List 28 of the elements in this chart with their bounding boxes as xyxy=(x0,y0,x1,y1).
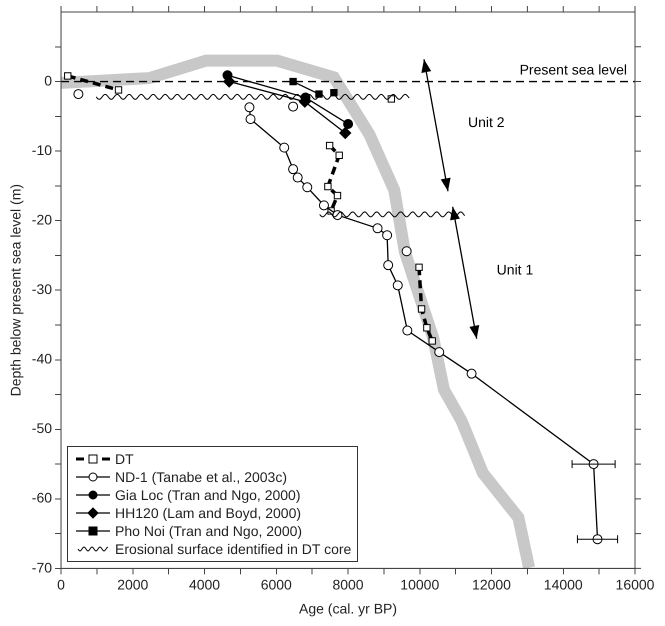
y-axis-title: Depth below present sea level (m) xyxy=(7,184,24,396)
x-tick-label: 2000 xyxy=(117,576,149,593)
annotation: Unit 1 xyxy=(496,262,534,278)
x-tick-label: 16000 xyxy=(616,576,655,593)
y-tick-label: -20 xyxy=(32,212,52,228)
y-tick-label: -10 xyxy=(32,142,52,158)
y-tick-label: -30 xyxy=(32,281,52,298)
y-tick-label: -70 xyxy=(32,559,52,576)
legend-label: Gia Loc (Tran and Ngo, 2000) xyxy=(115,486,301,504)
legend-label: HH120 (Lam and Boyd, 2000) xyxy=(115,504,302,522)
legend-label: ND-1 (Tanabe et al., 2003c) xyxy=(115,468,288,486)
x-axis-title: Age (cal. yr BP) xyxy=(299,600,398,616)
y-tick-label: -40 xyxy=(32,350,52,367)
x-tick-label: 10000 xyxy=(400,576,440,593)
legend-label: Erosional surface identified in DT core xyxy=(115,540,352,558)
annotation: Unit 2 xyxy=(468,114,505,130)
x-tick-label: 4000 xyxy=(188,576,220,593)
y-tick-label: -60 xyxy=(32,490,52,506)
y-tick-label: -50 xyxy=(32,420,52,436)
x-tick-label: 12000 xyxy=(472,576,512,593)
legend-label: DT xyxy=(115,450,134,468)
x-tick-label: 8000 xyxy=(332,576,364,593)
y-tick-label: 0 xyxy=(44,72,52,88)
x-tick-label: 14000 xyxy=(544,576,583,593)
x-tick-label: 0 xyxy=(57,576,66,593)
legend-label: Pho Noi (Tran and Ngo, 2000) xyxy=(115,522,302,540)
x-tick-label: 6000 xyxy=(260,576,292,593)
ref-line-label: Present sea level xyxy=(520,61,627,78)
